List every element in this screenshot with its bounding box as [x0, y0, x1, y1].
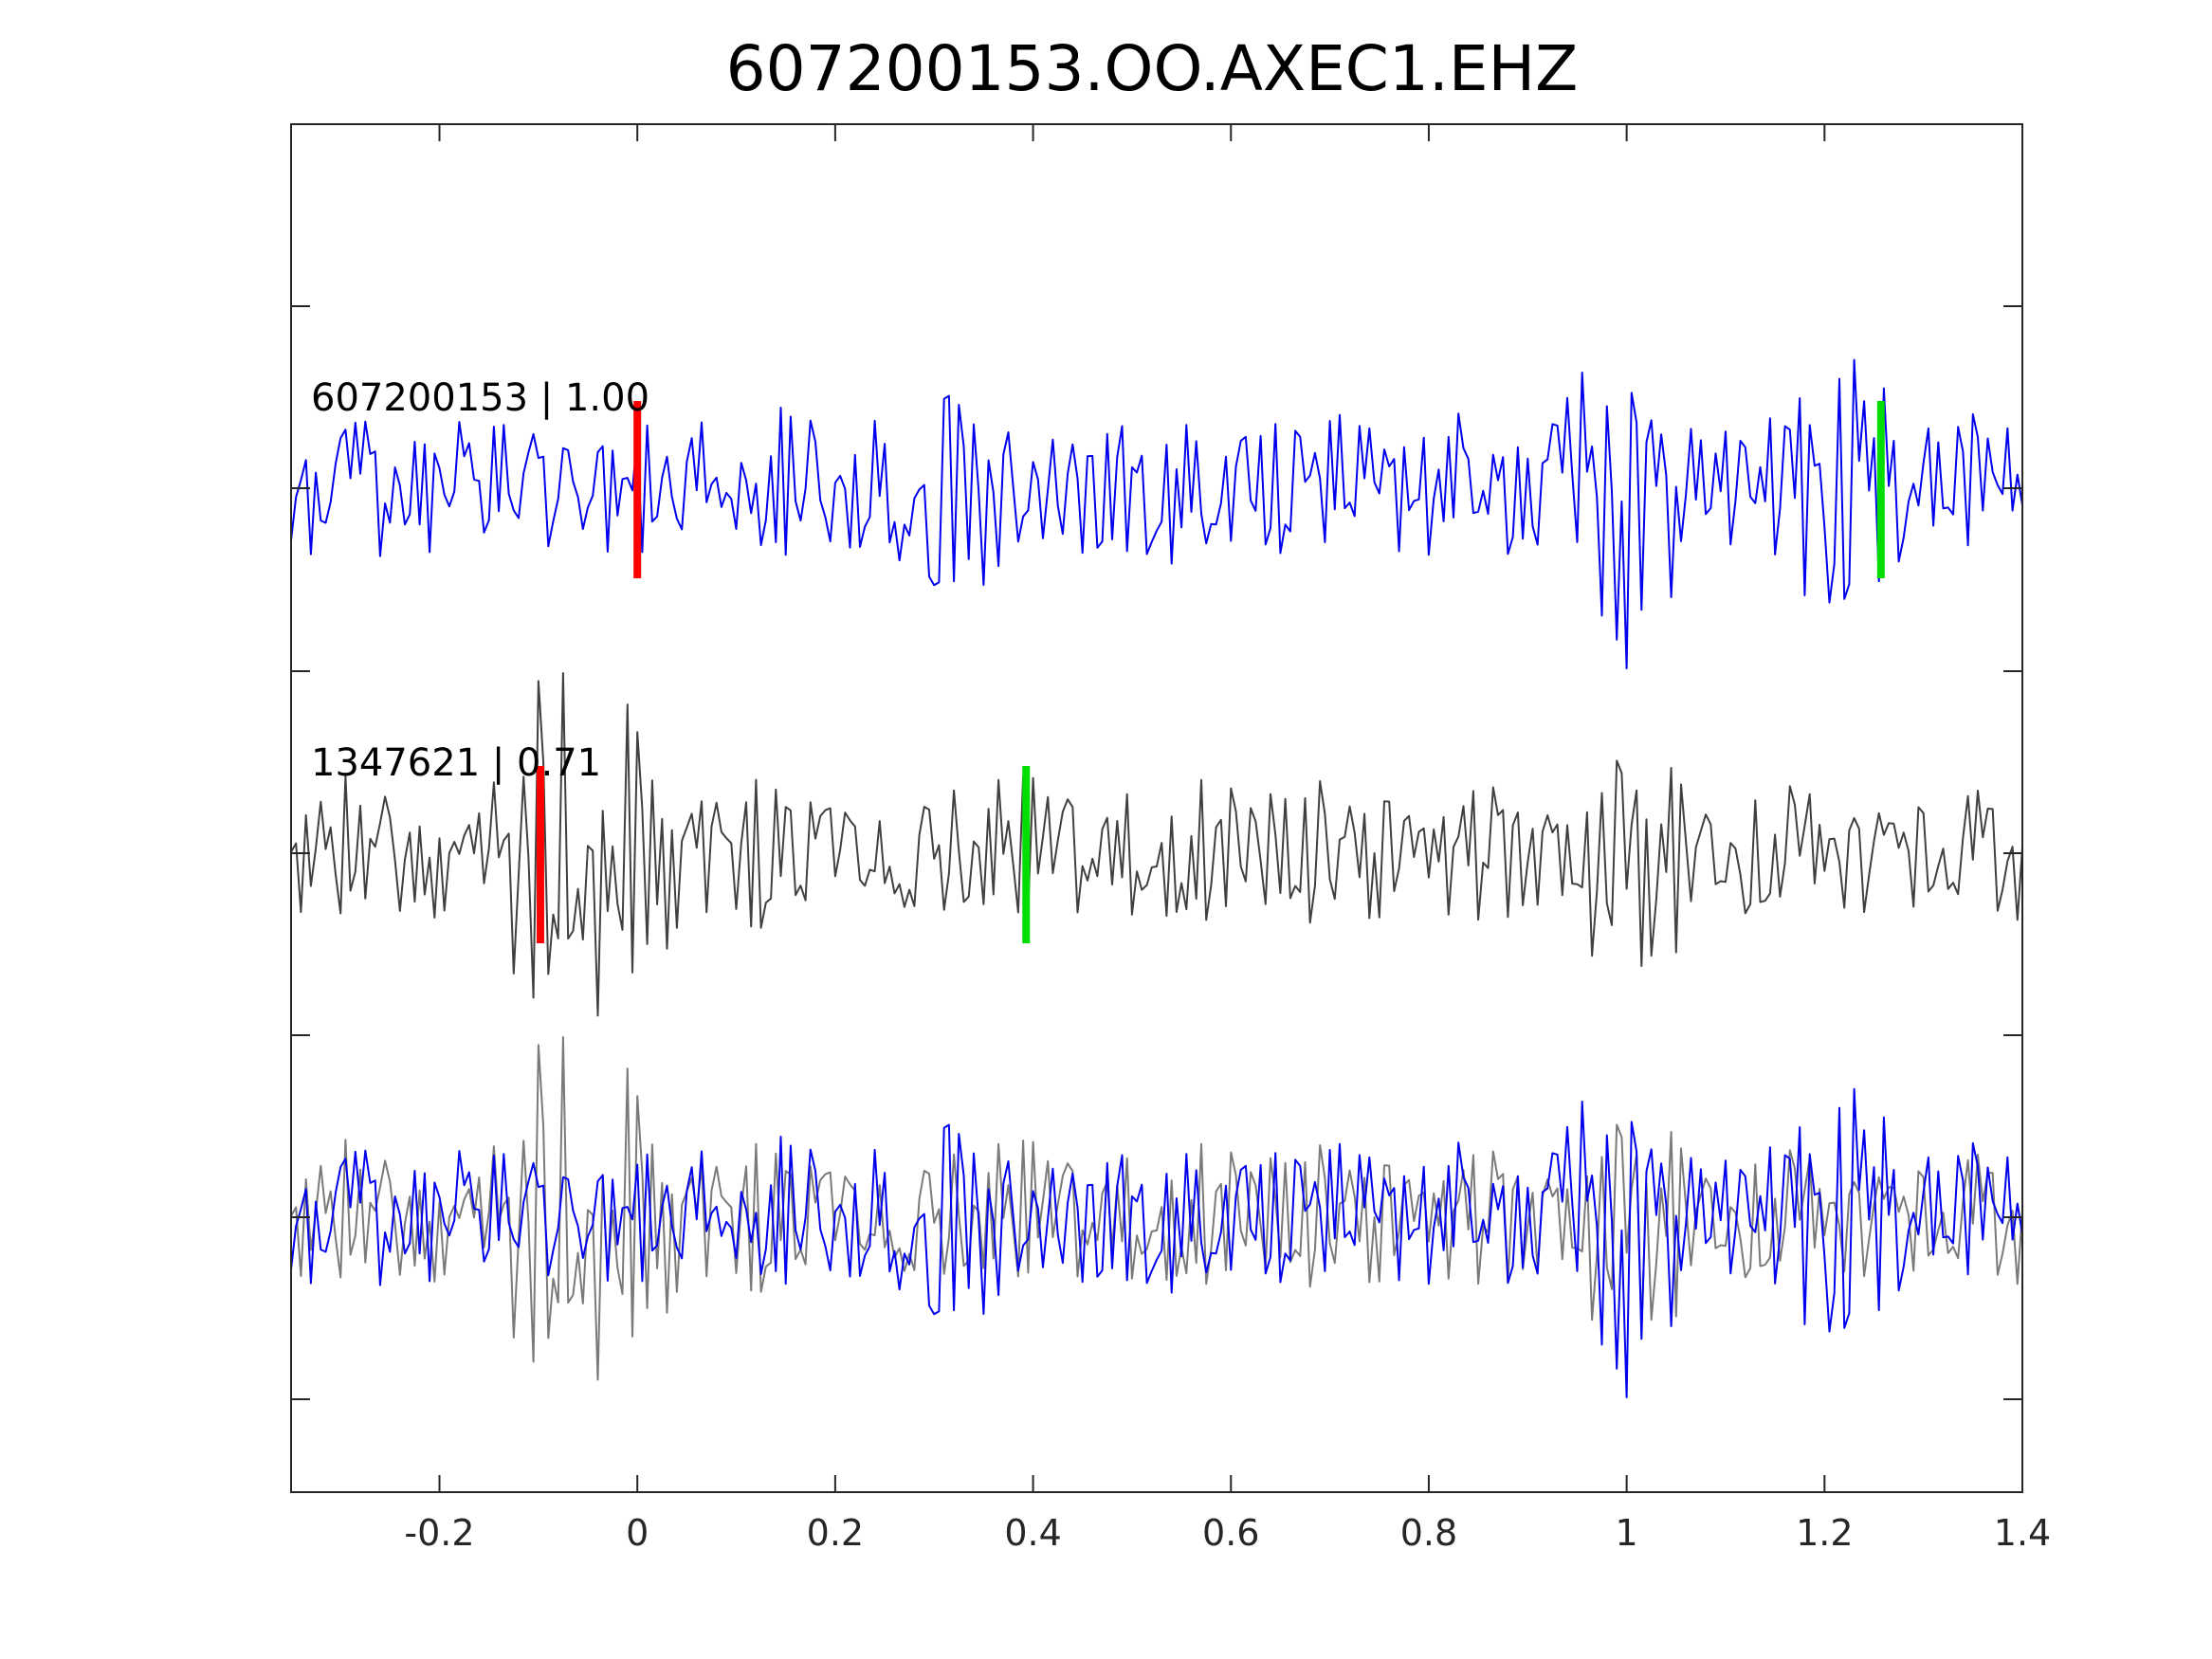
x-tick-label: 0.6	[1202, 1512, 1259, 1554]
x-tick-label: 1	[1616, 1512, 1638, 1554]
overlay-trace-1347621	[290, 1036, 2023, 1381]
tick-label-group: -0.2 0 0.2 0.4 0.6 0.8 1 1.2 1.4	[404, 1512, 2051, 1554]
trace-label-1347621: 1347621 | 0.71	[311, 741, 601, 785]
x-tick-label: 0.8	[1400, 1512, 1457, 1554]
trace-group	[290, 358, 2023, 1398]
plot-frame	[290, 123, 2023, 1493]
x-tick-label: 0.4	[1004, 1512, 1061, 1554]
overlay-trace-607200153	[290, 1087, 2023, 1398]
x-tick-label: 0	[626, 1512, 649, 1554]
x-tick-label: 1.2	[1796, 1512, 1853, 1554]
x-tick-label: -0.2	[404, 1512, 474, 1554]
tick-group	[291, 124, 2023, 1492]
trace-607200153	[290, 358, 2023, 669]
trace-1347621	[290, 672, 2023, 1017]
trace-label-607200153: 607200153 | 1.00	[311, 376, 649, 420]
trace-label-group: 607200153 | 1.00 1347621 | 0.71	[311, 376, 649, 785]
chart-title: 607200153.OO.AXEC1.EHZ	[726, 32, 1579, 105]
x-tick-label: 1.4	[1994, 1512, 2051, 1554]
x-tick-label: 0.2	[807, 1512, 864, 1554]
pick-group	[536, 401, 1885, 943]
